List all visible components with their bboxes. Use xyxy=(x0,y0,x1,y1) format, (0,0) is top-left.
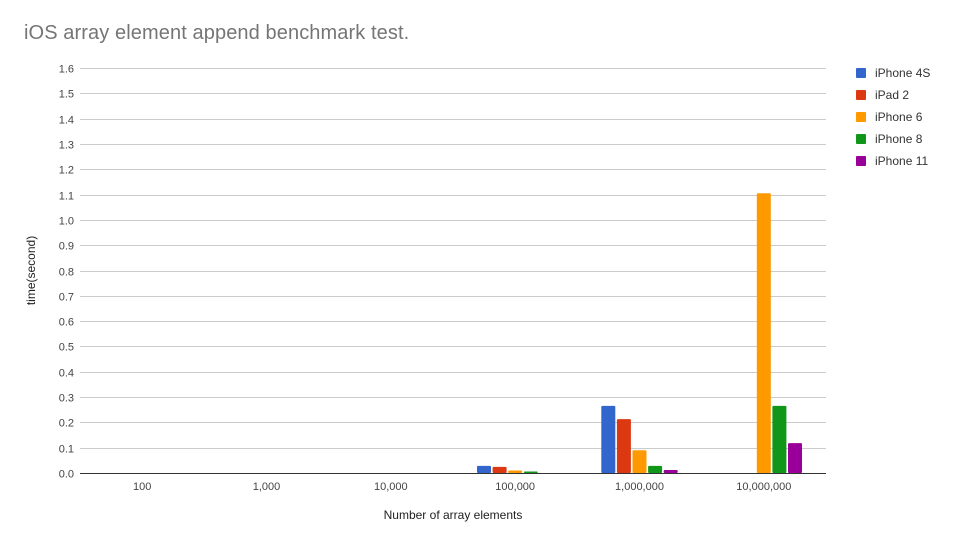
legend-swatch xyxy=(856,90,866,100)
legend-label: iPad 2 xyxy=(875,88,910,102)
x-tick-label: 10,000,000 xyxy=(736,481,791,493)
legend-item: iPhone 8 xyxy=(856,128,950,150)
bar xyxy=(663,470,678,473)
x-axis-label: Number of array elements xyxy=(384,508,523,522)
bar xyxy=(772,405,787,473)
bar xyxy=(477,465,491,473)
y-tick-label: 0.5 xyxy=(59,342,74,354)
bar xyxy=(508,470,523,473)
y-tick-label: 1.6 xyxy=(59,64,74,76)
legend-item: iPhone 6 xyxy=(856,106,950,128)
legend-item: iPhone 4S xyxy=(856,62,950,84)
x-tick-label: 100,000 xyxy=(495,481,535,493)
bar xyxy=(492,466,507,473)
legend-label: iPhone 11 xyxy=(875,154,929,168)
legend-item: iPhone 11 xyxy=(856,150,950,172)
legend-label: iPhone 6 xyxy=(875,110,923,124)
bar xyxy=(523,471,538,473)
y-tick-label: 0.8 xyxy=(59,267,74,279)
y-axis-label: time(second) xyxy=(24,236,38,305)
y-tick-label: 0.9 xyxy=(59,241,74,253)
y-tick-label: 0.1 xyxy=(59,444,74,456)
y-tick-label: 0.6 xyxy=(59,317,74,329)
legend: iPhone 4S iPad 2 iPhone 6 iPhone 8 iPhone 11 xyxy=(856,62,950,172)
y-tick-label: 1.2 xyxy=(59,165,74,177)
x-axis-ticks: 100 1,000 10,000 100,000 1,000,000 10,000,000 xyxy=(133,481,791,493)
bar xyxy=(648,465,663,473)
bar xyxy=(616,419,631,473)
bar xyxy=(788,443,802,473)
y-tick-label: 0.0 xyxy=(59,469,74,481)
bars xyxy=(477,193,802,474)
legend-swatch xyxy=(856,68,866,78)
y-tick-label: 1.3 xyxy=(59,140,74,152)
y-tick-label: 1.5 xyxy=(59,89,74,101)
x-tick-label: 1,000,000 xyxy=(615,481,664,493)
y-axis-ticks: 0.0 0.1 0.2 0.3 0.4 0.5 0.6 0.7 0.8 0.9 1.0 1.1 1.2 1… xyxy=(59,64,74,481)
bar xyxy=(756,193,771,474)
x-tick-label: 10,000 xyxy=(374,481,408,493)
x-tick-label: 100 xyxy=(133,481,151,493)
y-tick-label: 0.7 xyxy=(59,292,74,304)
y-tick-label: 1.0 xyxy=(59,216,74,228)
y-tick-label: 0.4 xyxy=(59,368,74,380)
x-tick-label: 1,000 xyxy=(253,481,281,493)
legend-label: iPhone 4S xyxy=(875,66,931,80)
y-tick-label: 1.4 xyxy=(59,115,74,127)
chart-title: iOS array element append benchmark test. xyxy=(24,22,410,44)
y-tick-label: 0.2 xyxy=(59,418,74,430)
y-tick-label: 0.3 xyxy=(59,393,74,405)
bar xyxy=(601,405,616,473)
grid-lines xyxy=(80,68,826,449)
legend-label: iPhone 8 xyxy=(875,132,923,146)
y-tick-label: 1.1 xyxy=(59,191,74,203)
legend-swatch xyxy=(856,156,866,166)
legend-swatch xyxy=(856,112,866,122)
legend-swatch xyxy=(856,134,866,144)
legend-item: iPad 2 xyxy=(856,84,950,106)
bar xyxy=(632,450,647,473)
